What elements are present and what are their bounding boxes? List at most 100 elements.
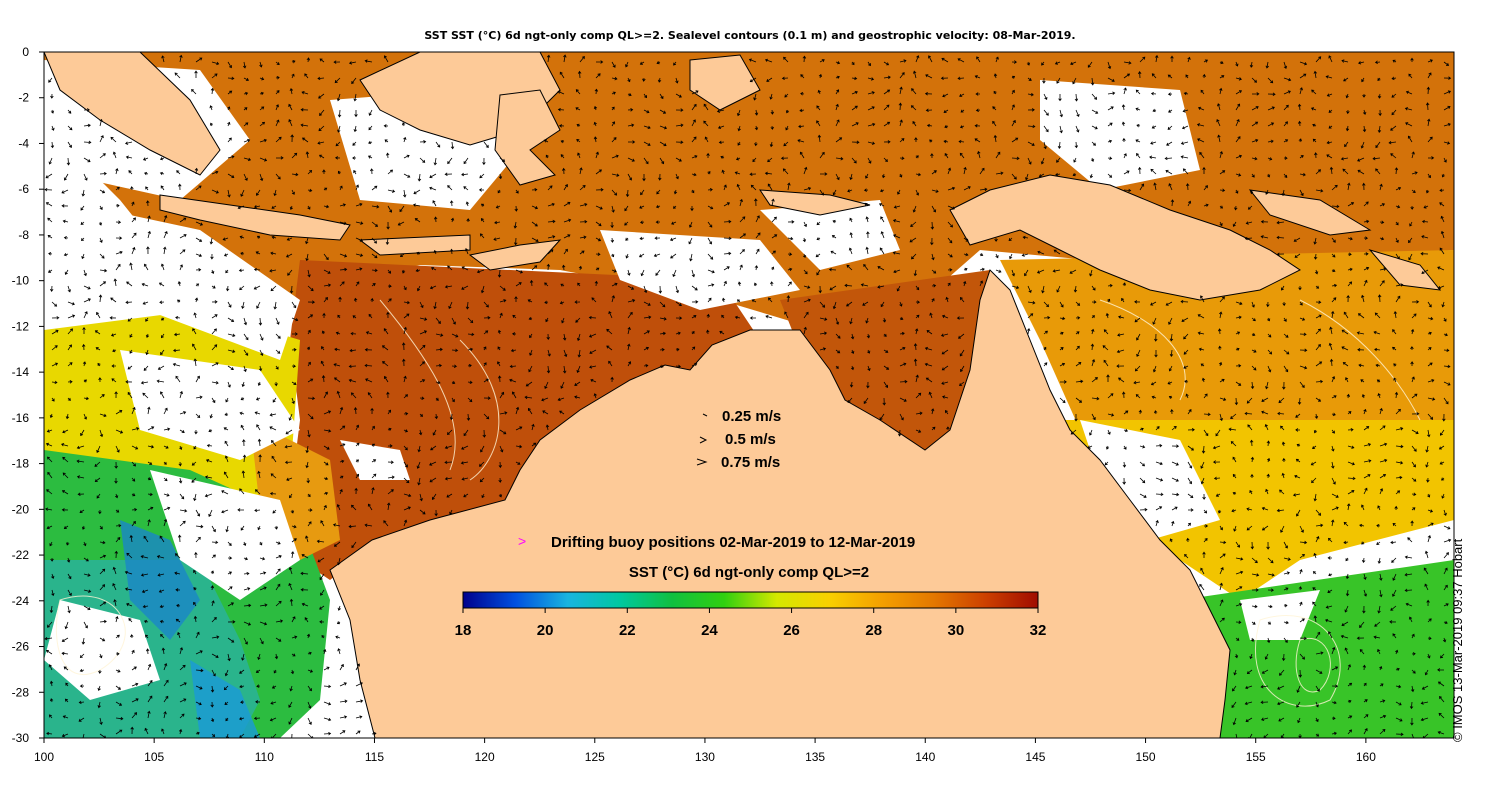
velocity-arrow xyxy=(915,155,919,159)
velocity-arrow xyxy=(979,253,984,257)
velocity-arrow xyxy=(736,109,741,117)
velocity-arrow xyxy=(243,349,249,356)
velocity-arrow xyxy=(141,589,149,594)
velocity-arrow xyxy=(337,557,341,566)
velocity-arrow xyxy=(1266,541,1270,550)
velocity-arrow xyxy=(225,525,229,533)
velocity-arrow xyxy=(210,585,215,591)
velocity-arrow xyxy=(1331,184,1338,191)
velocity-arrow xyxy=(691,269,696,278)
velocity-arrow xyxy=(210,685,215,693)
velocity-arrow xyxy=(643,109,650,114)
velocity-arrow xyxy=(429,285,437,290)
velocity-arrow xyxy=(1443,76,1452,80)
velocity-arrow xyxy=(99,653,103,659)
colorbar: SST (°C) 6d ngt-only comp QL>=2 18 20 22 24… xyxy=(455,564,1047,639)
velocity-arrow xyxy=(835,317,840,325)
velocity-arrow xyxy=(1261,717,1269,721)
velocity-arrow xyxy=(307,717,312,725)
velocity-arrow xyxy=(1362,109,1367,115)
velocity-arrow xyxy=(739,198,743,207)
velocity-arrow xyxy=(323,391,328,399)
velocity-arrow xyxy=(381,345,389,351)
velocity-arrow xyxy=(62,429,69,434)
velocity-arrow xyxy=(659,125,668,130)
velocity-arrow xyxy=(179,664,186,671)
velocity-arrow xyxy=(947,205,956,210)
velocity-arrow xyxy=(319,109,325,116)
velocity-arrow xyxy=(915,374,919,383)
velocity-arrow xyxy=(238,268,245,273)
velocity-arrow xyxy=(227,333,236,337)
velocity-arrow xyxy=(1235,77,1242,81)
velocity-arrow xyxy=(1328,125,1333,129)
velocity-arrow xyxy=(867,122,876,127)
velocity-arrow xyxy=(306,633,311,639)
velocity-arrow xyxy=(386,311,390,319)
velocity-arrow xyxy=(1331,461,1335,469)
velocity-arrow xyxy=(835,173,840,181)
velocity-arrow xyxy=(285,253,293,258)
velocity-arrow xyxy=(1283,571,1290,575)
velocity-arrow xyxy=(1315,169,1322,175)
velocity-arrow xyxy=(83,413,88,420)
velocity-arrow xyxy=(1059,347,1064,351)
velocity-arrow xyxy=(787,281,792,287)
velocity-arrow xyxy=(1437,285,1445,290)
velocity-arrow xyxy=(1136,333,1141,341)
velocity-arrow xyxy=(1027,124,1036,129)
velocity-arrow xyxy=(940,333,949,337)
velocity-arrow xyxy=(1395,205,1401,209)
velocity-arrow xyxy=(835,89,840,95)
velocity-arrow xyxy=(47,621,53,628)
velocity-arrow xyxy=(61,443,69,447)
velocity-arrow xyxy=(1139,427,1144,431)
velocity-arrow xyxy=(1404,107,1413,111)
velocity-arrow xyxy=(269,269,277,273)
velocity-arrow xyxy=(1027,157,1032,165)
velocity-arrow xyxy=(1379,714,1387,719)
velocity-arrow xyxy=(1219,599,1224,607)
velocity-arrow xyxy=(383,328,389,335)
velocity-arrow xyxy=(225,269,229,274)
velocity-arrow xyxy=(290,669,295,675)
velocity-arrow xyxy=(195,185,202,191)
velocity-arrow xyxy=(208,509,213,517)
velocity-arrow xyxy=(227,381,231,388)
velocity-label-075: 0.75 m/s xyxy=(721,454,780,471)
velocity-arrow xyxy=(99,429,104,438)
velocity-arrow xyxy=(193,358,197,367)
velocity-arrow xyxy=(880,216,885,223)
velocity-arrow xyxy=(1377,393,1381,399)
velocity-arrow xyxy=(803,187,812,191)
velocity-arrow xyxy=(547,219,556,224)
velocity-arrow xyxy=(1331,646,1336,655)
velocity-arrow xyxy=(1392,589,1397,597)
velocity-arrow xyxy=(627,173,632,181)
velocity-arrow xyxy=(911,253,917,260)
velocity-arrow xyxy=(371,459,377,463)
velocity-arrow xyxy=(1347,715,1353,719)
velocity-arrow xyxy=(1347,476,1356,481)
velocity-arrow xyxy=(1283,587,1289,591)
velocity-arrow xyxy=(81,525,86,530)
velocity-arrow xyxy=(611,173,620,177)
velocity-arrow xyxy=(850,333,855,340)
velocity-arrow xyxy=(1331,395,1337,399)
velocity-arrow xyxy=(959,297,965,303)
velocity-arrow xyxy=(977,150,981,159)
velocity-arrow xyxy=(1313,493,1317,502)
velocity-arrow xyxy=(1202,166,1206,174)
velocity-arrow xyxy=(125,380,133,384)
velocity-arrow xyxy=(1230,413,1237,419)
velocity-arrow xyxy=(1427,173,1431,179)
velocity-arrow xyxy=(124,141,133,145)
velocity-arrow xyxy=(1311,477,1317,484)
velocity-arrow xyxy=(1440,215,1445,223)
velocity-arrow xyxy=(1134,317,1141,323)
velocity-arrow xyxy=(111,364,116,368)
lon-tick-label: 145 xyxy=(1025,750,1045,764)
velocity-arrow xyxy=(721,169,725,175)
velocity-arrow xyxy=(147,230,151,239)
velocity-arrow xyxy=(1357,169,1365,175)
